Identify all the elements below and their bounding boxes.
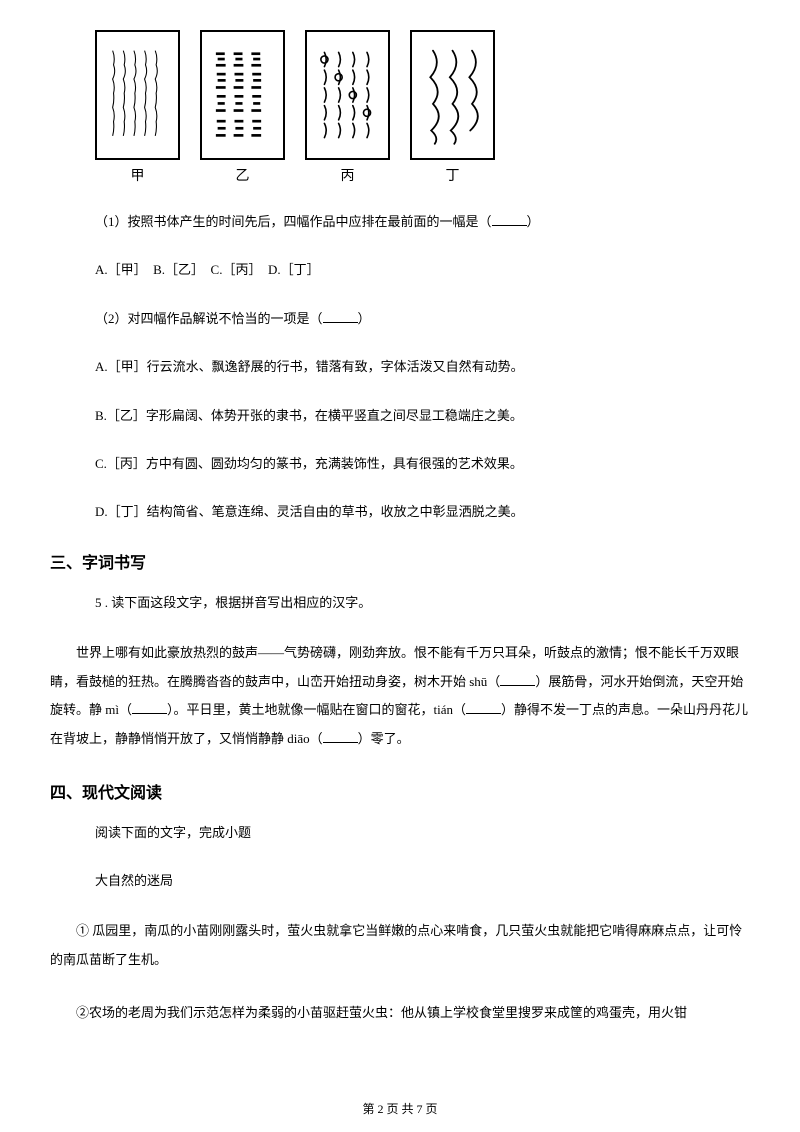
q5-intro: 5 . 读下面这段文字，根据拼音写出相应的汉字。 bbox=[95, 591, 750, 614]
q2-option-d: D.［丁］结构简省、笔意连绵、灵活自由的草书，收放之中彰显洒脱之美。 bbox=[95, 500, 750, 523]
calligraphy-item-bing: 丙 bbox=[305, 30, 390, 185]
q2-option-a: A.［甲］行云流水、飘逸舒展的行书，错落有致，字体活泼又自然有动势。 bbox=[95, 355, 750, 378]
calligraphy-frame-jia bbox=[95, 30, 180, 160]
calligraphy-label-jia: 甲 bbox=[131, 165, 145, 185]
calligraphy-label-ding: 丁 bbox=[446, 165, 460, 185]
q2-option-c: C.［丙］方中有圆、圆劲均匀的篆书，充满装饰性，具有很强的艺术效果。 bbox=[95, 452, 750, 475]
q5-blank3[interactable] bbox=[466, 700, 501, 714]
calligraphy-art-bing bbox=[312, 37, 383, 153]
reading-intro: 阅读下面的文字，完成小题 bbox=[95, 821, 750, 844]
q5-blank2[interactable] bbox=[132, 700, 167, 714]
q1-text: （1）按照书体产生的时间先后，四幅作品中应排在最前面的一幅是（ ） bbox=[95, 210, 750, 233]
calligraphy-frame-ding bbox=[410, 30, 495, 160]
q2-blank[interactable] bbox=[323, 309, 358, 323]
reading-p1: ① 瓜园里，南瓜的小苗刚刚露头时，萤火虫就拿它当鲜嫩的点心来啃食，几只萤火虫就能… bbox=[50, 917, 750, 974]
calligraphy-frame-yi bbox=[200, 30, 285, 160]
page-footer: 第 2 页 共 7 页 bbox=[0, 1100, 800, 1117]
q5-p3: ）。平日里，黄土地就像一幅贴在窗口的窗花，tián（ bbox=[167, 702, 466, 717]
q2-text: （2）对四幅作品解说不恰当的一项是（ ） bbox=[95, 307, 750, 330]
calligraphy-label-yi: 乙 bbox=[236, 165, 250, 185]
calligraphy-art-ding bbox=[417, 37, 488, 153]
q2-suffix: ） bbox=[358, 311, 371, 326]
q2-prefix: （2）对四幅作品解说不恰当的一项是（ bbox=[95, 311, 323, 326]
calligraphy-label-bing: 丙 bbox=[341, 165, 355, 185]
calligraphy-art-jia bbox=[102, 37, 173, 153]
calligraphy-row: 甲 乙 bbox=[95, 30, 750, 185]
calligraphy-item-ding: 丁 bbox=[410, 30, 495, 185]
q5-blank4[interactable] bbox=[323, 729, 358, 743]
q1-options: A.［甲］ B.［乙］ C.［丙］ D.［丁］ bbox=[95, 258, 750, 281]
q5-p5: ）零了。 bbox=[358, 731, 410, 746]
q5-paragraph: 世界上哪有如此豪放热烈的鼓声——气势磅礴，刚劲奔放。恨不能有千万只耳朵，听鼓点的… bbox=[50, 639, 750, 753]
q1-blank[interactable] bbox=[492, 212, 527, 226]
q5-blank1[interactable] bbox=[500, 672, 535, 686]
q2-option-b: B.［乙］字形扁阔、体势开张的隶书，在横平竖直之间尽显工稳端庄之美。 bbox=[95, 404, 750, 427]
reading-p2: ②农场的老周为我们示范怎样为柔弱的小苗驱赶萤火虫：他从镇上学校食堂里搜罗来成筐的… bbox=[50, 999, 750, 1028]
calligraphy-art-yi bbox=[207, 37, 278, 153]
section3-title: 三、字词书写 bbox=[50, 549, 750, 573]
reading-title: 大自然的迷局 bbox=[95, 869, 750, 892]
q1-suffix: ） bbox=[527, 214, 540, 229]
calligraphy-item-yi: 乙 bbox=[200, 30, 285, 185]
reading-p2-text: ②农场的老周为我们示范怎样为柔弱的小苗驱赶萤火虫：他从镇上学校食堂里搜罗来成筐的… bbox=[76, 1005, 687, 1020]
calligraphy-frame-bing bbox=[305, 30, 390, 160]
calligraphy-item-jia: 甲 bbox=[95, 30, 180, 185]
section4-title: 四、现代文阅读 bbox=[50, 779, 750, 803]
reading-p1-text: ① 瓜园里，南瓜的小苗刚刚露头时，萤火虫就拿它当鲜嫩的点心来啃食，几只萤火虫就能… bbox=[50, 923, 742, 967]
q1-prefix: （1）按照书体产生的时间先后，四幅作品中应排在最前面的一幅是（ bbox=[95, 214, 492, 229]
